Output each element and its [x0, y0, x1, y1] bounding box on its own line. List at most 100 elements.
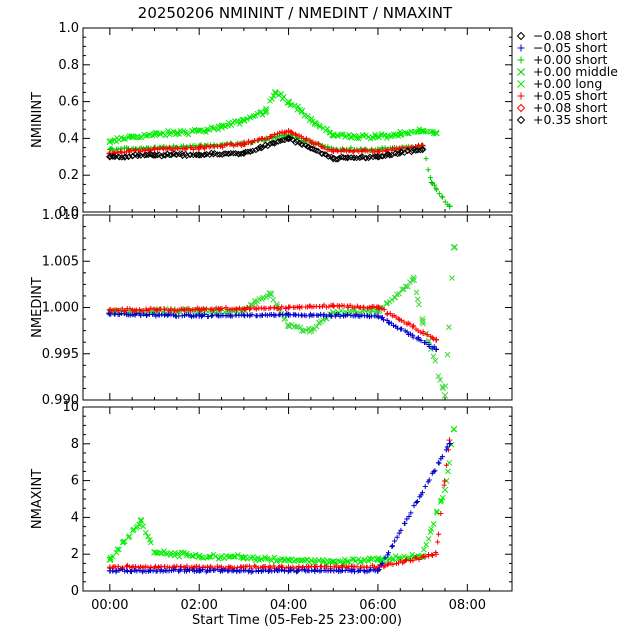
data-point [302, 327, 309, 334]
data-point-anchor [329, 558, 337, 565]
data-point [247, 148, 254, 155]
data-point [297, 305, 303, 311]
data-point [173, 151, 180, 158]
data-point [152, 563, 158, 569]
data-point [441, 482, 447, 488]
y-axis-label: NMAXINT [30, 469, 45, 529]
data-point [147, 148, 153, 154]
data-point [437, 377, 444, 383]
data-point-anchor [329, 154, 337, 163]
data-point [118, 146, 124, 152]
data-point [386, 152, 393, 159]
series--0-00-short [106, 131, 453, 210]
data-point [444, 444, 450, 450]
data-point-anchor [262, 107, 270, 115]
legend-label: +0.00 middle [533, 64, 618, 79]
data-point [129, 152, 137, 160]
legend-label: +0.00 long [533, 76, 602, 91]
data-point [176, 553, 183, 560]
data-point [379, 306, 385, 312]
data-point [144, 312, 150, 318]
data-point [317, 124, 323, 130]
data-point [398, 527, 404, 533]
data-point [393, 314, 399, 320]
data-point [411, 323, 417, 329]
data-point [210, 307, 216, 313]
data-point [119, 306, 125, 312]
data-point [422, 484, 428, 490]
data-point [189, 553, 195, 560]
data-point [436, 531, 442, 537]
data-point [361, 304, 367, 310]
data-point [168, 549, 174, 556]
data-point [338, 131, 344, 138]
data-point [142, 529, 149, 536]
data-point [279, 567, 285, 573]
data-point-anchor [196, 144, 203, 151]
data-point [346, 148, 352, 154]
data-point [271, 563, 277, 569]
data-point [340, 563, 346, 569]
data-point-anchor [374, 556, 382, 564]
data-point [205, 313, 211, 319]
data-point-anchor [329, 131, 337, 139]
data-point-anchor [150, 151, 159, 159]
legend-label: −0.05 short [533, 40, 608, 55]
data-point [318, 563, 324, 569]
data-point [407, 321, 413, 327]
data-point [446, 324, 452, 331]
y-tick-label: 4 [71, 510, 79, 525]
data-point [214, 563, 220, 569]
data-point [304, 113, 311, 119]
data-point [325, 144, 331, 150]
y-tick-label: 1.0 [58, 21, 79, 36]
data-point [399, 326, 405, 332]
data-point [425, 167, 431, 173]
panel-nmedint: 0.990 0.995 1.000 1.005 1.010 NMEDINT [30, 208, 513, 408]
data-point [166, 151, 173, 159]
data-point [406, 514, 412, 520]
data-point [277, 130, 283, 136]
data-point [425, 535, 432, 542]
data-point [388, 320, 394, 326]
data-point [209, 313, 215, 319]
data-point [269, 96, 275, 102]
data-point [143, 133, 149, 139]
chart-panels: 0.0 0.2 0.4 0.6 0.8 1.0 NMININT 0.990 0.995 1.000… [30, 21, 513, 613]
data-point [331, 568, 337, 574]
data-point [184, 563, 190, 569]
series--0-05-short [106, 437, 453, 572]
data-point [234, 306, 240, 312]
data-point [271, 131, 277, 137]
data-point [293, 137, 301, 145]
data-point [183, 552, 190, 559]
data-points [106, 244, 458, 399]
data-point [263, 567, 269, 573]
data-point-anchor [428, 179, 435, 186]
data-point [178, 566, 184, 572]
data-point [164, 551, 170, 557]
data-point [440, 194, 446, 200]
legend-marker [516, 31, 526, 41]
data-point [298, 141, 306, 149]
data-point [432, 357, 439, 364]
data-point [435, 539, 441, 545]
y-tick-label: 0.6 [58, 95, 79, 110]
data-point [392, 538, 398, 544]
data-point-anchor [298, 107, 306, 115]
data-point [116, 307, 122, 313]
data-point [424, 332, 430, 338]
data-point [404, 516, 410, 522]
data-point-anchor [441, 486, 449, 494]
data-point [389, 544, 395, 550]
data-point-anchor [271, 89, 279, 96]
legend-marker [517, 68, 525, 76]
data-point-anchor [330, 302, 337, 309]
data-point [430, 521, 437, 527]
data-point [126, 533, 133, 540]
data-point-anchor [128, 133, 136, 140]
data-point [256, 567, 262, 573]
data-point-anchor [240, 149, 248, 157]
data-point [288, 567, 294, 573]
data-point [145, 533, 151, 540]
